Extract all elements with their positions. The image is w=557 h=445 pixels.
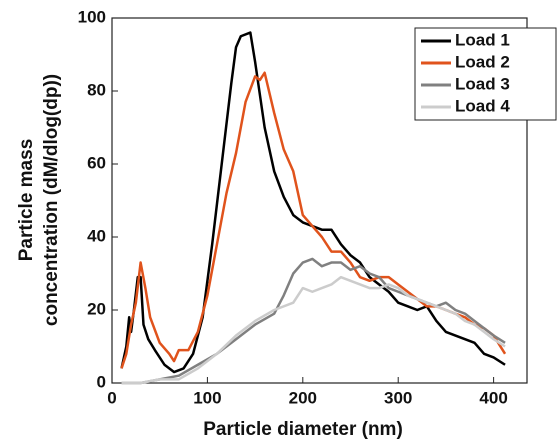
plot-frame: [111, 17, 528, 384]
legend-box: [414, 27, 557, 121]
data-line: [120, 31, 506, 374]
y-tick-label: 40: [87, 226, 106, 245]
y-tick-label: 20: [87, 299, 106, 318]
x-tick-label: 200: [289, 388, 317, 407]
legend-label: Load 2: [455, 52, 510, 71]
data-line: [120, 71, 507, 369]
data-line: [121, 257, 506, 385]
y-tick-label: 0: [97, 372, 106, 391]
y-tick-label: 80: [87, 80, 106, 99]
x-tick-label: 300: [384, 388, 412, 407]
x-tick-label: 400: [479, 388, 507, 407]
y-tick-label: 100: [78, 7, 106, 26]
legend-label: Load 4: [455, 96, 510, 115]
y-tick-label: 60: [87, 153, 106, 172]
x-tick-label: 0: [107, 388, 116, 407]
legend-label: Load 1: [455, 30, 510, 49]
y-axis-label: concentration (dM/dlog(dp)): [41, 74, 62, 326]
data-line: [121, 275, 506, 385]
x-tick-label: 100: [193, 388, 221, 407]
x-axis-label: Particle diameter (nm): [203, 419, 403, 440]
y-axis-label: Particle mass: [16, 139, 37, 262]
legend-label: Load 3: [455, 74, 510, 93]
